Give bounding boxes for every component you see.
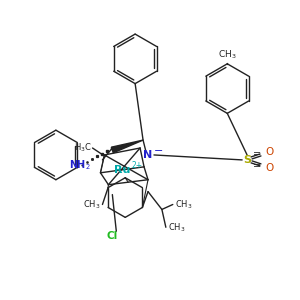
Polygon shape	[111, 140, 143, 153]
Text: Ru: Ru	[114, 165, 130, 175]
Text: −: −	[154, 146, 163, 156]
Text: CH$_3$: CH$_3$	[83, 198, 101, 211]
Text: O: O	[265, 147, 273, 157]
Text: 2+: 2+	[131, 161, 142, 170]
Text: N: N	[143, 150, 153, 160]
Text: O: O	[265, 163, 273, 173]
Text: S: S	[243, 155, 251, 165]
Text: H$_3$C: H$_3$C	[74, 142, 92, 154]
Text: CH$_3$: CH$_3$	[168, 221, 185, 233]
Text: =: =	[253, 149, 261, 159]
Text: NH$_2$: NH$_2$	[69, 158, 91, 172]
Text: CH$_3$: CH$_3$	[218, 48, 237, 61]
Text: CH$_3$: CH$_3$	[175, 198, 192, 211]
Text: Cl: Cl	[107, 231, 118, 241]
Text: =: =	[253, 161, 261, 171]
